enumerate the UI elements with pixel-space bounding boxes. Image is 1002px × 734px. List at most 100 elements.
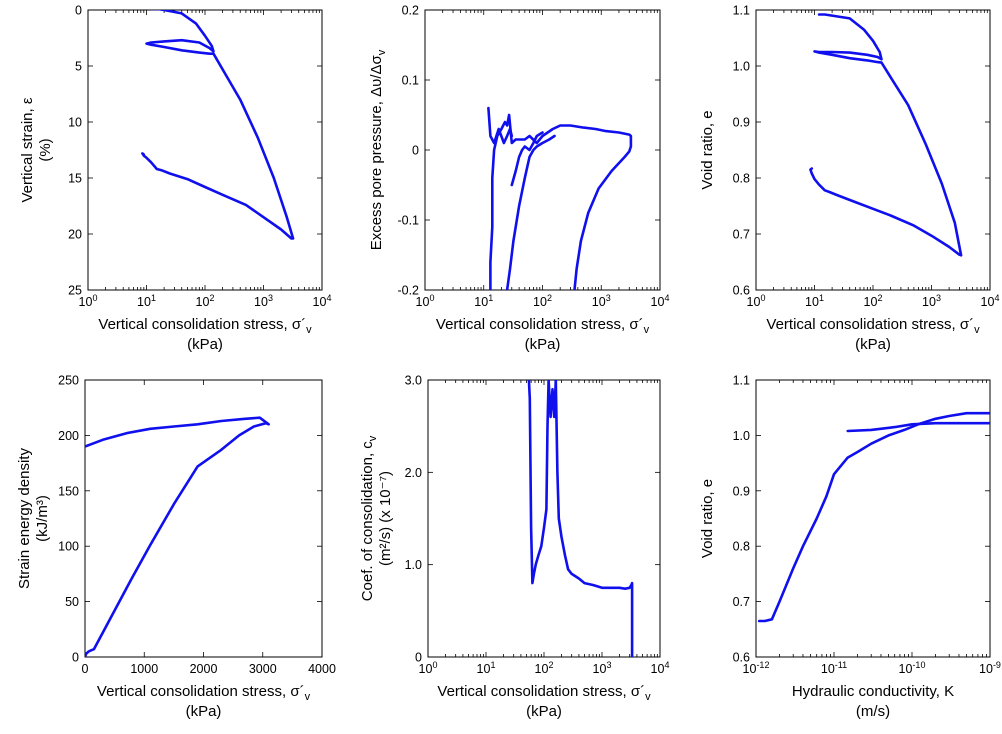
x-axis-label: Vertical consolidation stress, σ´v	[436, 316, 650, 336]
y-axis-label: Excess pore pressure, Δυ/Δσv	[368, 49, 388, 250]
y-tick-label: 250	[58, 374, 79, 388]
series-line	[141, 10, 295, 240]
x-tick-label: 100	[747, 293, 766, 309]
x-axis-unit: (kPa)	[855, 336, 891, 353]
series-group	[85, 416, 271, 657]
x-axis-label: Hydraulic conductivity, K	[792, 683, 954, 700]
series-group	[809, 13, 963, 257]
x-tick-label: 101	[477, 660, 496, 676]
x-tick-label: 104	[651, 293, 670, 309]
y-tick-label: 0.9	[733, 484, 750, 498]
plot-frame	[424, 9, 661, 291]
series-line	[809, 13, 963, 257]
y-tick-label: 0.6	[733, 284, 750, 298]
series-line	[85, 416, 271, 657]
x-axis-unit: (kPa)	[186, 703, 222, 720]
x-tick-label: 100	[79, 293, 98, 309]
x-axis-label: Vertical consolidation stress, σ´v	[766, 316, 980, 336]
chart-panel-5: 100 101 102 103 104 0 1.0 2.0 3.0 Vertical consol…	[359, 374, 669, 721]
y-tick-label: 15	[68, 172, 82, 186]
chart-panel-6: 10-12 10-11 10-10 10-9 0.6 0.7 0.8 0.9 1.0 1.1 Hyd…	[699, 374, 1001, 721]
y-tick-label: 0.2	[402, 4, 419, 18]
x-tick-label: 102	[864, 293, 883, 309]
y-axis-unit: (%)	[37, 138, 54, 161]
y-tick-label: 0.6	[733, 651, 750, 665]
series-line	[487, 106, 514, 145]
y-tick-label: 1.0	[405, 558, 422, 572]
series-group	[757, 411, 990, 623]
y-tick-label: 200	[58, 429, 79, 443]
y-axis-label: Void ratio, e	[699, 479, 716, 558]
x-tick-label: 10-10	[899, 660, 926, 676]
y-tick-label: 3.0	[405, 374, 422, 388]
x-tick-label: 100	[419, 660, 438, 676]
y-axis-label: Strain energy density	[16, 448, 33, 589]
y-tick-label: -0.1	[397, 214, 419, 228]
x-tick-label: 10-12	[743, 660, 770, 676]
y-tick-label: 50	[65, 595, 79, 609]
x-axis-label: Vertical consolidation stress, σ´v	[437, 683, 651, 703]
y-tick-label: 0.8	[733, 172, 750, 186]
x-tick-label: 104	[981, 293, 1000, 309]
y-tick-label: 0.7	[733, 595, 750, 609]
series-line	[527, 380, 634, 657]
y-tick-label: 25	[68, 284, 82, 298]
y-tick-label: 0	[412, 144, 419, 158]
x-tick-label: 102	[196, 293, 215, 309]
x-tick-label: 103	[922, 293, 941, 309]
x-tick-label: 104	[651, 660, 670, 676]
y-tick-label: 1.1	[733, 4, 750, 18]
y-axis-unit: (m²/s) (x 10⁻⁷)	[377, 471, 394, 566]
x-tick-label: 10-9	[979, 660, 1001, 676]
y-axis-label: Void ratio, e	[699, 110, 716, 189]
y-tick-label: 0.9	[733, 116, 750, 130]
x-axis-unit: (kPa)	[525, 336, 561, 353]
x-tick-label: 4000	[308, 662, 336, 676]
chart-panel-4: 0 1000 2000 3000 4000 0 50 100 150 200 250 Vertical…	[16, 374, 336, 721]
x-tick-label: 101	[805, 293, 824, 309]
x-tick-label: 1000	[130, 662, 158, 676]
y-tick-label: 1.0	[733, 429, 750, 443]
y-axis-unit: (kJ/m³)	[34, 495, 51, 542]
series-group	[527, 380, 634, 657]
x-tick-label: 100	[416, 293, 435, 309]
series-line	[757, 411, 990, 623]
x-tick-label: 3000	[249, 662, 277, 676]
y-tick-label: 150	[58, 484, 79, 498]
x-axis-unit: (kPa)	[526, 703, 562, 720]
y-tick-label: 0.7	[733, 228, 750, 242]
y-tick-label: 10	[68, 116, 82, 130]
chart-panel-1: 100 101 102 103 104 0 5 10 15 20 25 Vertical consol…	[19, 4, 331, 354]
y-tick-label: 100	[58, 540, 79, 554]
x-tick-label: 103	[254, 293, 273, 309]
x-tick-label: 2000	[190, 662, 218, 676]
x-axis-unit: (m/s)	[856, 703, 890, 720]
y-tick-label: 5	[75, 60, 82, 74]
series-group	[141, 10, 295, 240]
x-tick-label: 10-11	[821, 660, 847, 676]
y-tick-label: 0.8	[733, 540, 750, 554]
y-tick-label: 1.0	[733, 60, 750, 74]
y-tick-label: 0.1	[402, 74, 419, 88]
x-tick-label: 104	[313, 293, 332, 309]
x-axis-label: Vertical consolidation stress, σ´v	[97, 683, 311, 703]
series-group	[487, 106, 633, 290]
chart-panel-3: 100 101 102 103 104 0.6 0.7 0.8 0.9 1.0 1.1 Vertica…	[699, 4, 999, 354]
y-axis-label: Vertical strain, ε	[19, 97, 36, 202]
series-line	[510, 131, 544, 187]
x-axis-label: Vertical consolidation stress, σ´v	[98, 316, 312, 336]
x-tick-label: 101	[474, 293, 493, 309]
y-tick-label: -0.2	[397, 284, 419, 298]
x-tick-label: 101	[137, 293, 156, 309]
series-line	[505, 134, 556, 290]
x-tick-label: 103	[592, 293, 611, 309]
y-tick-label: 2.0	[405, 466, 422, 480]
plot-frame	[755, 9, 991, 291]
x-tick-label: 102	[533, 293, 552, 309]
y-tick-label: 0	[72, 651, 79, 665]
y-tick-label: 20	[68, 228, 82, 242]
x-tick-label: 102	[535, 660, 554, 676]
chart-panel-2: 100 101 102 103 104 -0.2 -0.1 0 0.1 0.2 Vertical c…	[368, 4, 669, 354]
plot-frame	[84, 379, 323, 658]
